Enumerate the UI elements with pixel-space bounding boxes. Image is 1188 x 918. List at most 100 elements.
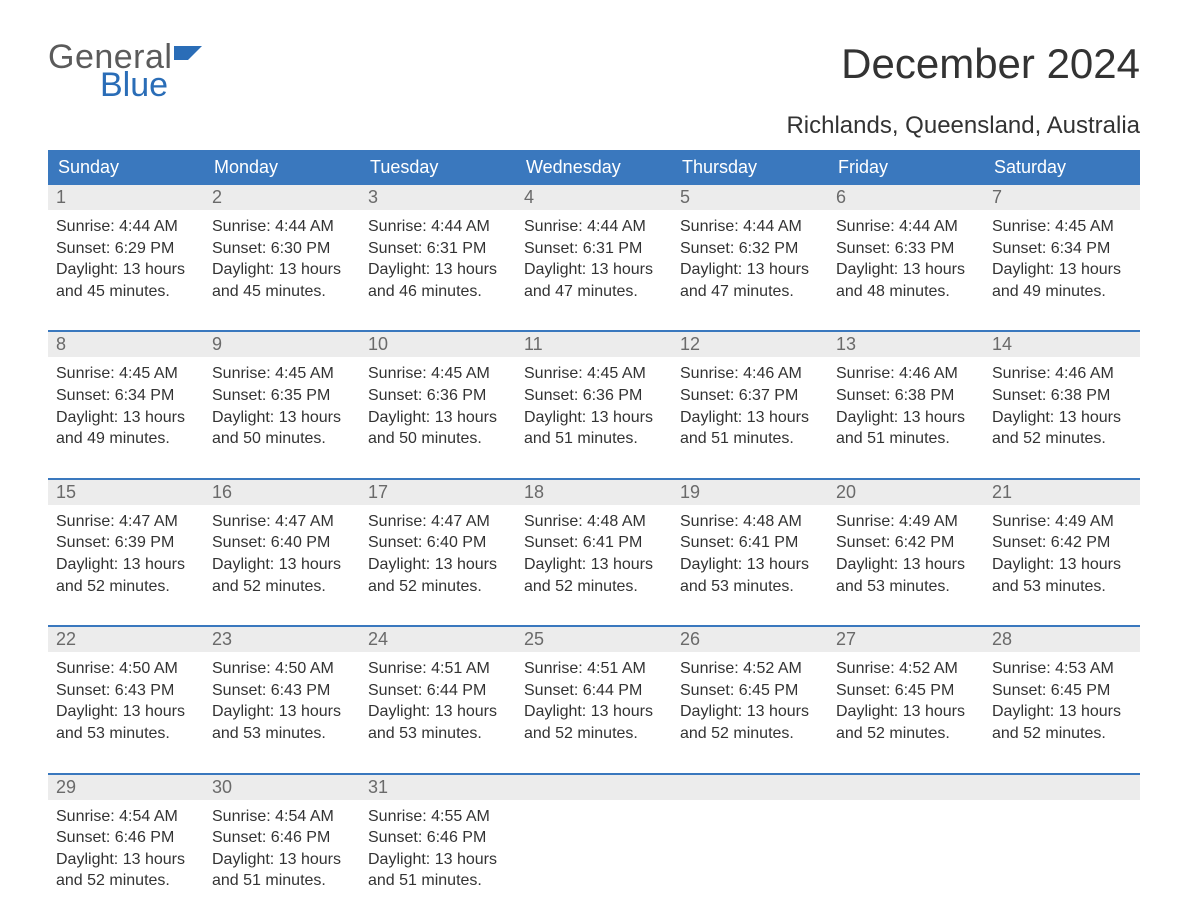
sunset-label: Sunset: 6:34 PM bbox=[992, 238, 1132, 260]
sunrise-label: Sunrise: 4:45 AM bbox=[212, 363, 352, 385]
d2-label: and 45 minutes. bbox=[212, 281, 352, 303]
day-detail: Sunrise: 4:47 AMSunset: 6:39 PMDaylight:… bbox=[48, 505, 204, 626]
day-header-friday: Friday bbox=[828, 150, 984, 185]
sunrise-label: Sunrise: 4:47 AM bbox=[56, 511, 196, 533]
detail-row: Sunrise: 4:45 AMSunset: 6:34 PMDaylight:… bbox=[48, 357, 1140, 478]
sunset-label: Sunset: 6:41 PM bbox=[524, 532, 664, 554]
sunrise-label: Sunrise: 4:45 AM bbox=[56, 363, 196, 385]
daynum-row: 293031 bbox=[48, 775, 1140, 800]
d2-label: and 45 minutes. bbox=[56, 281, 196, 303]
d2-label: and 49 minutes. bbox=[992, 281, 1132, 303]
day-header-sunday: Sunday bbox=[48, 150, 204, 185]
sunset-label: Sunset: 6:34 PM bbox=[56, 385, 196, 407]
d1-label: Daylight: 13 hours bbox=[56, 407, 196, 429]
sunset-label: Sunset: 6:36 PM bbox=[368, 385, 508, 407]
d1-label: Daylight: 13 hours bbox=[992, 554, 1132, 576]
day-detail: Sunrise: 4:45 AMSunset: 6:36 PMDaylight:… bbox=[516, 357, 672, 478]
day-number: 14 bbox=[984, 332, 1140, 357]
day-header-thursday: Thursday bbox=[672, 150, 828, 185]
day-detail: Sunrise: 4:52 AMSunset: 6:45 PMDaylight:… bbox=[672, 652, 828, 773]
day-header-row: Sunday Monday Tuesday Wednesday Thursday… bbox=[48, 150, 1140, 185]
d1-label: Daylight: 13 hours bbox=[212, 701, 352, 723]
d2-label: and 52 minutes. bbox=[992, 723, 1132, 745]
sunrise-label: Sunrise: 4:52 AM bbox=[836, 658, 976, 680]
day-number: 26 bbox=[672, 627, 828, 652]
d1-label: Daylight: 13 hours bbox=[524, 407, 664, 429]
d2-label: and 53 minutes. bbox=[212, 723, 352, 745]
d1-label: Daylight: 13 hours bbox=[212, 554, 352, 576]
sunrise-label: Sunrise: 4:48 AM bbox=[680, 511, 820, 533]
day-number: 19 bbox=[672, 480, 828, 505]
day-detail bbox=[984, 800, 1140, 902]
day-detail bbox=[672, 800, 828, 902]
sunset-label: Sunset: 6:43 PM bbox=[56, 680, 196, 702]
sunset-label: Sunset: 6:45 PM bbox=[680, 680, 820, 702]
day-detail: Sunrise: 4:48 AMSunset: 6:41 PMDaylight:… bbox=[516, 505, 672, 626]
day-number: 11 bbox=[516, 332, 672, 357]
day-number: 6 bbox=[828, 185, 984, 210]
day-number: 24 bbox=[360, 627, 516, 652]
day-number: 27 bbox=[828, 627, 984, 652]
d2-label: and 53 minutes. bbox=[836, 576, 976, 598]
day-detail: Sunrise: 4:44 AMSunset: 6:33 PMDaylight:… bbox=[828, 210, 984, 331]
day-number: 15 bbox=[48, 480, 204, 505]
d2-label: and 52 minutes. bbox=[212, 576, 352, 598]
sunset-label: Sunset: 6:45 PM bbox=[836, 680, 976, 702]
day-number: 17 bbox=[360, 480, 516, 505]
d1-label: Daylight: 13 hours bbox=[836, 554, 976, 576]
sunrise-label: Sunrise: 4:50 AM bbox=[212, 658, 352, 680]
day-detail: Sunrise: 4:54 AMSunset: 6:46 PMDaylight:… bbox=[204, 800, 360, 902]
sunset-label: Sunset: 6:44 PM bbox=[368, 680, 508, 702]
day-number: 12 bbox=[672, 332, 828, 357]
d2-label: and 53 minutes. bbox=[992, 576, 1132, 598]
day-number: 8 bbox=[48, 332, 204, 357]
day-number: 22 bbox=[48, 627, 204, 652]
day-detail: Sunrise: 4:46 AMSunset: 6:38 PMDaylight:… bbox=[984, 357, 1140, 478]
day-number: 5 bbox=[672, 185, 828, 210]
day-detail: Sunrise: 4:51 AMSunset: 6:44 PMDaylight:… bbox=[516, 652, 672, 773]
sunrise-label: Sunrise: 4:53 AM bbox=[992, 658, 1132, 680]
sunset-label: Sunset: 6:44 PM bbox=[524, 680, 664, 702]
day-detail: Sunrise: 4:55 AMSunset: 6:46 PMDaylight:… bbox=[360, 800, 516, 902]
day-detail: Sunrise: 4:47 AMSunset: 6:40 PMDaylight:… bbox=[204, 505, 360, 626]
daynum-row: 22232425262728 bbox=[48, 627, 1140, 652]
day-detail: Sunrise: 4:44 AMSunset: 6:30 PMDaylight:… bbox=[204, 210, 360, 331]
sunrise-label: Sunrise: 4:47 AM bbox=[212, 511, 352, 533]
sunrise-label: Sunrise: 4:50 AM bbox=[56, 658, 196, 680]
d2-label: and 51 minutes. bbox=[836, 428, 976, 450]
sunset-label: Sunset: 6:45 PM bbox=[992, 680, 1132, 702]
day-header-monday: Monday bbox=[204, 150, 360, 185]
day-number: 23 bbox=[204, 627, 360, 652]
day-header-saturday: Saturday bbox=[984, 150, 1140, 185]
day-number: 4 bbox=[516, 185, 672, 210]
logo: General Blue bbox=[48, 40, 208, 102]
day-detail: Sunrise: 4:45 AMSunset: 6:35 PMDaylight:… bbox=[204, 357, 360, 478]
d2-label: and 48 minutes. bbox=[836, 281, 976, 303]
day-number: 16 bbox=[204, 480, 360, 505]
day-detail: Sunrise: 4:45 AMSunset: 6:34 PMDaylight:… bbox=[984, 210, 1140, 331]
d2-label: and 46 minutes. bbox=[368, 281, 508, 303]
day-detail: Sunrise: 4:53 AMSunset: 6:45 PMDaylight:… bbox=[984, 652, 1140, 773]
d2-label: and 52 minutes. bbox=[56, 870, 196, 892]
day-number: 2 bbox=[204, 185, 360, 210]
d2-label: and 52 minutes. bbox=[836, 723, 976, 745]
calendar-table: Sunday Monday Tuesday Wednesday Thursday… bbox=[48, 150, 1140, 902]
day-detail: Sunrise: 4:51 AMSunset: 6:44 PMDaylight:… bbox=[360, 652, 516, 773]
d1-label: Daylight: 13 hours bbox=[524, 554, 664, 576]
sunset-label: Sunset: 6:36 PM bbox=[524, 385, 664, 407]
day-number bbox=[984, 775, 1140, 800]
day-detail: Sunrise: 4:44 AMSunset: 6:32 PMDaylight:… bbox=[672, 210, 828, 331]
title-block: December 2024 bbox=[841, 40, 1140, 88]
sunrise-label: Sunrise: 4:46 AM bbox=[680, 363, 820, 385]
sunset-label: Sunset: 6:39 PM bbox=[56, 532, 196, 554]
d2-label: and 51 minutes. bbox=[524, 428, 664, 450]
d2-label: and 50 minutes. bbox=[368, 428, 508, 450]
sunrise-label: Sunrise: 4:54 AM bbox=[212, 806, 352, 828]
day-number: 20 bbox=[828, 480, 984, 505]
day-number bbox=[672, 775, 828, 800]
day-number: 10 bbox=[360, 332, 516, 357]
detail-row: Sunrise: 4:44 AMSunset: 6:29 PMDaylight:… bbox=[48, 210, 1140, 331]
calendar-body: 1234567Sunrise: 4:44 AMSunset: 6:29 PMDa… bbox=[48, 185, 1140, 902]
day-number: 18 bbox=[516, 480, 672, 505]
sunset-label: Sunset: 6:30 PM bbox=[212, 238, 352, 260]
